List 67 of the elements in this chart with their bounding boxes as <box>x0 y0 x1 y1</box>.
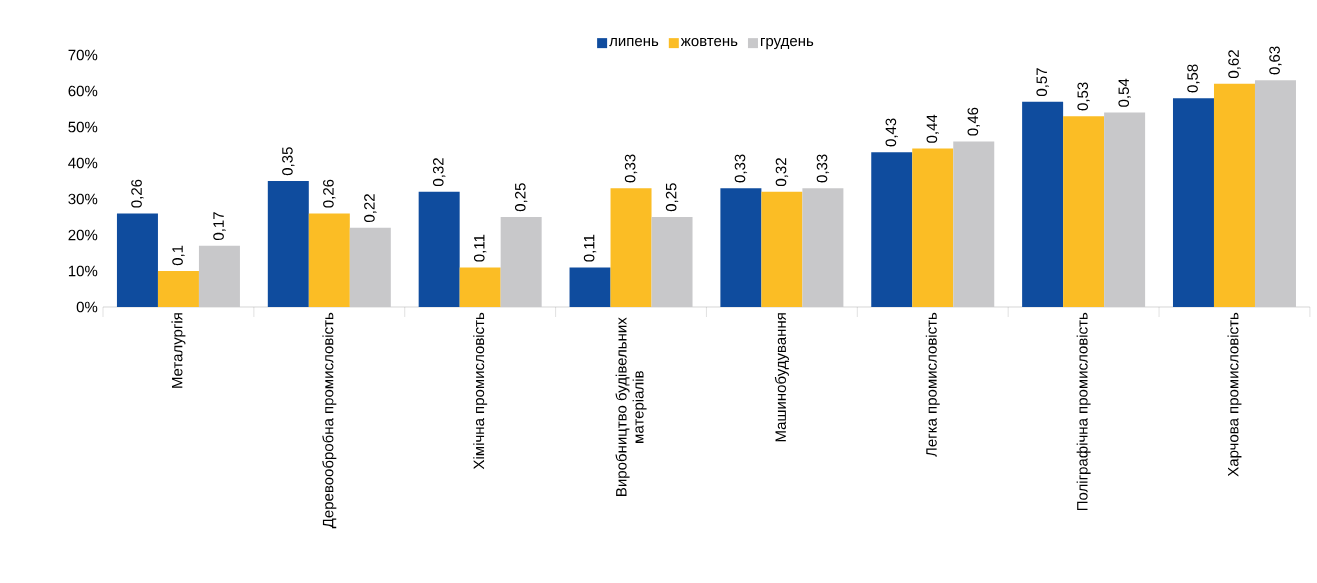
bar <box>912 148 954 307</box>
data-label: 0,35 <box>282 147 295 176</box>
bar <box>267 181 309 307</box>
data-label: 0,44 <box>926 114 939 143</box>
data-label: 0,26 <box>323 179 336 208</box>
y-tick-label: 40% <box>68 157 98 169</box>
bar <box>157 270 199 307</box>
data-label: 0,33 <box>734 154 748 183</box>
data-label: 0,32 <box>775 158 789 187</box>
bar <box>1022 101 1064 307</box>
data-label: 0,25 <box>665 183 679 212</box>
x-tick-label: Поліграфічна промисловість <box>1076 312 1091 511</box>
bar <box>802 188 844 307</box>
x-tick-label: Машинобудування <box>774 313 789 442</box>
bar <box>418 191 460 307</box>
data-label: 0,57 <box>1036 68 1049 97</box>
data-label: 0,43 <box>885 118 898 147</box>
x-tick-label: Металургія <box>171 313 186 388</box>
data-label: 0,25 <box>514 183 528 212</box>
data-label: 0,26 <box>131 179 144 208</box>
legend-label: грудень <box>761 37 814 50</box>
y-tick-label: 30% <box>68 193 98 205</box>
x-tick-label: Виробництво будівельних матеріалів <box>615 317 647 496</box>
bar <box>1172 98 1214 307</box>
x-tick-label: Деревообробна промисловість <box>322 312 337 529</box>
data-label: 0,11 <box>583 234 597 262</box>
data-label: 0,53 <box>1077 82 1090 111</box>
data-label: 0,33 <box>624 154 638 183</box>
bar <box>953 141 995 307</box>
y-tick-label: 20% <box>68 229 98 241</box>
data-label: 0,63 <box>1269 46 1282 75</box>
data-label: 0,1 <box>172 245 185 266</box>
bar <box>1213 83 1255 307</box>
legend-label: липень <box>609 37 659 47</box>
bar <box>720 188 762 307</box>
bar <box>610 188 652 307</box>
bar <box>198 245 240 307</box>
bar <box>569 267 611 307</box>
data-label: 0,22 <box>364 194 377 223</box>
data-label: 0,33 <box>816 154 830 183</box>
legend-label: жовтень <box>680 37 738 47</box>
y-tick-label: 50% <box>68 121 98 133</box>
bar <box>308 213 350 307</box>
bar <box>651 217 693 307</box>
bar <box>1254 80 1296 307</box>
y-tick-label: 10% <box>68 265 98 277</box>
x-tick-label: Харчова промисловість <box>1227 312 1242 477</box>
y-tick-label: 60% <box>68 85 98 97</box>
data-label: 0,58 <box>1187 64 1200 93</box>
bar <box>1063 116 1105 307</box>
x-tick-label: Хімічна промисловість <box>473 312 488 470</box>
bar <box>349 227 391 307</box>
bar <box>116 213 158 307</box>
bar <box>1104 112 1146 307</box>
x-tick-label: Легка промисловість <box>925 312 940 457</box>
bar <box>459 267 501 307</box>
bar <box>500 217 542 307</box>
data-label: 0,62 <box>1228 50 1241 79</box>
bar <box>871 152 913 307</box>
bar <box>761 191 803 307</box>
data-label: 0,54 <box>1118 78 1131 107</box>
y-tick-label: 0% <box>76 301 98 313</box>
data-label: 0,32 <box>432 158 446 187</box>
data-label: 0,17 <box>213 212 226 241</box>
data-label: 0,46 <box>967 107 980 136</box>
y-tick-label: 70% <box>68 49 98 61</box>
data-label: 0,11 <box>473 234 487 262</box>
